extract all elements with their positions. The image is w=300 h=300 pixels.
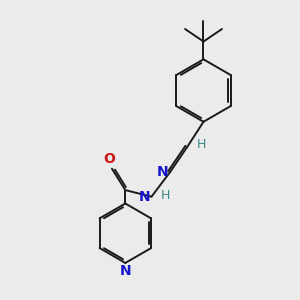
Text: N: N — [157, 165, 168, 179]
Text: N: N — [119, 264, 131, 278]
Text: O: O — [103, 152, 116, 166]
Text: H: H — [197, 138, 206, 151]
Text: N: N — [139, 190, 150, 204]
Text: H: H — [161, 189, 170, 202]
